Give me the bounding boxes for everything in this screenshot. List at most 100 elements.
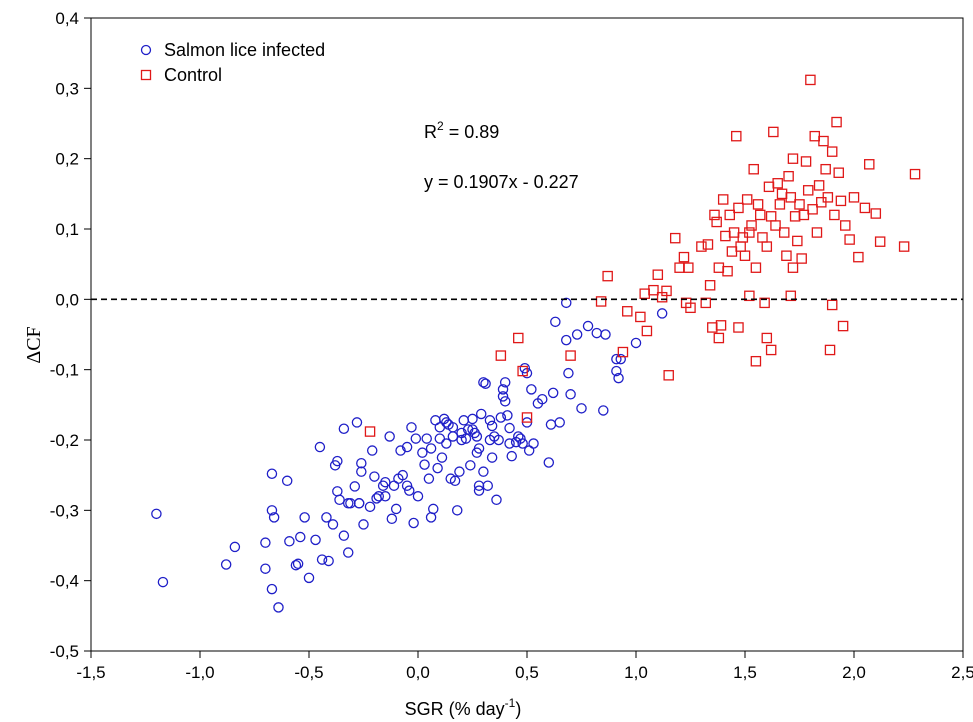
data-point-square	[495, 350, 507, 361]
x-axis-title: SGR (% day-1)	[405, 696, 522, 719]
regression-equation: y = 0.1907x - 0.227	[424, 172, 579, 192]
data-point-square	[798, 209, 810, 221]
series-control	[364, 74, 921, 437]
data-point-square	[809, 130, 821, 142]
data-point-square	[820, 163, 831, 175]
data-point-circle	[504, 422, 515, 434]
data-point-square	[783, 170, 794, 182]
data-point-circle	[560, 297, 572, 309]
y-tick-label: -0,1	[50, 361, 79, 380]
x-tick-label: 1,5	[733, 663, 757, 682]
data-point-circle	[613, 372, 624, 384]
data-point-circle	[576, 403, 587, 414]
data-point-circle	[504, 438, 515, 449]
data-point-square	[744, 227, 755, 238]
data-point-square	[759, 297, 770, 309]
data-point-circle	[458, 415, 470, 426]
data-point-circle	[449, 475, 461, 487]
data-point-circle	[456, 434, 467, 446]
data-point-square	[739, 250, 751, 261]
data-point-circle	[373, 491, 385, 502]
data-point-square	[776, 188, 788, 200]
data-point-square	[728, 227, 740, 238]
data-point-circle	[338, 423, 350, 434]
data-point-square	[840, 220, 851, 231]
data-point-square	[787, 262, 799, 273]
data-point-square	[733, 202, 744, 214]
data-point-square	[724, 209, 735, 221]
data-point-square	[785, 192, 797, 203]
data-point-circle	[484, 415, 496, 426]
data-point-square	[639, 288, 650, 299]
data-point-circle	[502, 410, 513, 421]
data-point-circle	[467, 413, 478, 425]
data-point-square	[683, 262, 694, 273]
data-point-square	[833, 167, 844, 178]
y-tick-label: -0,2	[50, 431, 79, 450]
data-point-circle	[281, 475, 293, 487]
data-point-circle	[497, 384, 509, 395]
data-point-square	[652, 269, 664, 280]
data-point-circle	[334, 494, 345, 506]
data-point-circle	[323, 555, 334, 567]
data-point-square	[835, 195, 847, 207]
data-point-square	[713, 262, 725, 273]
data-point-square	[831, 116, 842, 128]
y-tick-label: -0,3	[50, 501, 79, 520]
y-axis-title: ΔCF	[23, 326, 45, 363]
data-point-circle	[582, 320, 594, 332]
data-point-circle	[560, 334, 572, 346]
data-point-circle	[157, 576, 169, 588]
data-point-circle	[395, 445, 406, 456]
data-point-circle	[321, 512, 332, 523]
data-point-circle	[528, 438, 539, 449]
data-point-circle	[338, 530, 350, 541]
data-point-circle	[451, 505, 463, 516]
data-point-circle	[299, 512, 310, 523]
data-point-circle	[266, 468, 278, 480]
data-point-square	[696, 241, 707, 252]
r-squared-superscript: 2	[437, 119, 444, 133]
data-point-square	[704, 280, 716, 291]
data-point-circle	[390, 503, 402, 515]
data-point-circle	[591, 327, 603, 339]
data-point-square	[755, 209, 766, 221]
data-point-square	[711, 216, 722, 228]
data-point-circle	[366, 445, 378, 456]
data-point-circle	[493, 434, 504, 446]
data-point-circle	[290, 559, 302, 571]
data-point-circle	[441, 417, 452, 428]
x-tick-label: 0,5	[515, 663, 539, 682]
data-point-square	[826, 146, 838, 157]
data-point-square	[909, 168, 921, 180]
data-point-circle	[519, 363, 531, 374]
data-point-square	[602, 270, 613, 282]
data-point-circle	[482, 480, 494, 491]
axes	[90, 17, 964, 652]
x-tick-label: 0,0	[406, 663, 430, 682]
data-point-circle	[410, 433, 422, 444]
data-point-square	[785, 290, 797, 302]
data-point-circle	[353, 498, 365, 509]
data-point-circle	[342, 498, 354, 509]
data-point-circle	[151, 508, 162, 520]
data-point-square	[768, 126, 779, 138]
data-point-circle	[220, 559, 232, 570]
data-point-square	[748, 163, 759, 175]
data-point-square	[789, 211, 801, 222]
data-point-square	[874, 236, 886, 247]
plot-frame	[90, 17, 964, 652]
data-point-circle	[332, 486, 343, 497]
data-point-square	[635, 311, 646, 323]
data-point-circle	[499, 396, 511, 407]
data-point-circle	[425, 443, 437, 454]
data-point-circle	[351, 417, 363, 428]
data-point-circle	[478, 377, 489, 388]
data-point-circle	[401, 441, 413, 453]
data-point-circle	[332, 455, 343, 467]
data-point-square	[521, 412, 533, 423]
data-point-square	[778, 227, 790, 238]
data-point-circle	[412, 491, 424, 502]
data-point-circle	[478, 466, 489, 477]
r-squared-value: = 0.89	[444, 122, 500, 142]
